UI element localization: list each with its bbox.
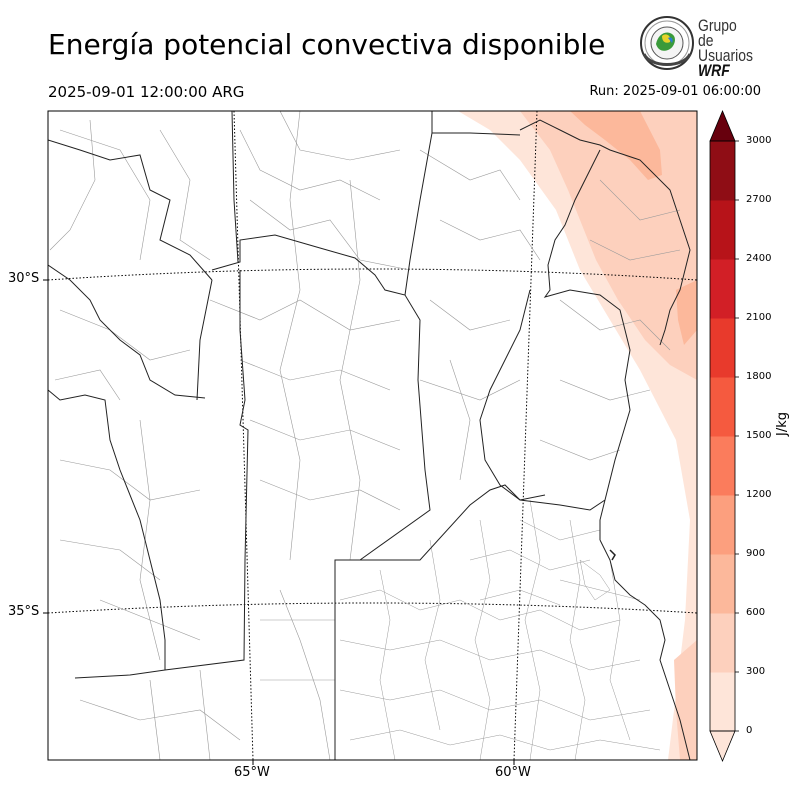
department-borders (49, 111, 681, 760)
colorbar-tick-label: 1500 (746, 430, 772, 441)
cape-shade-600-900-b (676, 280, 697, 345)
coastline-detail (609, 549, 616, 561)
colorbar-tick-label: 1800 (746, 371, 772, 382)
colorbar-bin-900 (710, 495, 735, 555)
run-time: Run: 2025-09-01 06:00:00 (589, 84, 761, 99)
colorbar-bin-0 (710, 672, 735, 732)
lon-label-60w: 60°W (495, 765, 531, 780)
province-borders (48, 111, 691, 760)
colorbar-tick-label: 0 (746, 725, 753, 736)
colorbar (709, 109, 739, 763)
colorbar-bin-2400 (710, 200, 735, 260)
logo-line3: WRF (698, 61, 730, 80)
colorbar-bin-300 (710, 613, 735, 673)
colorbar-tick-label: 2400 (746, 253, 772, 264)
buenos-aires-partidos (339, 499, 661, 760)
grupo-wrf-logo: Grupo de Usuarios WRF (638, 14, 768, 80)
colorbar-extend-max (709, 109, 736, 142)
lat-label-35s: 35°S (8, 604, 40, 619)
colorbar-tick-label: 2700 (746, 194, 772, 205)
colorbar-tick-label: 2100 (746, 312, 772, 323)
graticule-lat-30s (48, 268, 697, 281)
colorbar-bin-600 (710, 554, 735, 614)
colorbar-bin-1200 (710, 436, 735, 496)
logo-line2: Usuarios (698, 46, 754, 65)
cape-shade-300-600-c (674, 640, 697, 760)
lat-label-30s: 30°S (8, 271, 40, 286)
colorbar-bin-2100 (710, 259, 735, 319)
map-title: Energía potencial convectiva disponible (48, 28, 606, 61)
valid-time: 2025-09-01 12:00:00 ARG (48, 83, 245, 101)
colorbar-tick-label: 900 (746, 548, 766, 559)
globe-icon (640, 16, 694, 70)
graticule-lat-35s (48, 602, 697, 614)
colorbar-unit: J/kg (775, 412, 790, 436)
colorbar-tick-label: 300 (746, 666, 766, 677)
lon-label-65w: 65°W (234, 765, 270, 780)
cape-shade-600-900 (570, 111, 662, 180)
map-frame (47, 110, 698, 761)
colorbar-tick-label: 600 (746, 607, 766, 618)
colorbar-extend-min (709, 730, 736, 763)
colorbar-bin-2700 (710, 141, 735, 201)
colorbar-tick-label: 3000 (746, 135, 772, 146)
colorbar-bin-1500 (710, 377, 735, 437)
colorbar-bin-1800 (710, 318, 735, 378)
logo-line1: Grupo de (698, 16, 737, 50)
colorbar-tick-label: 1200 (746, 489, 772, 500)
